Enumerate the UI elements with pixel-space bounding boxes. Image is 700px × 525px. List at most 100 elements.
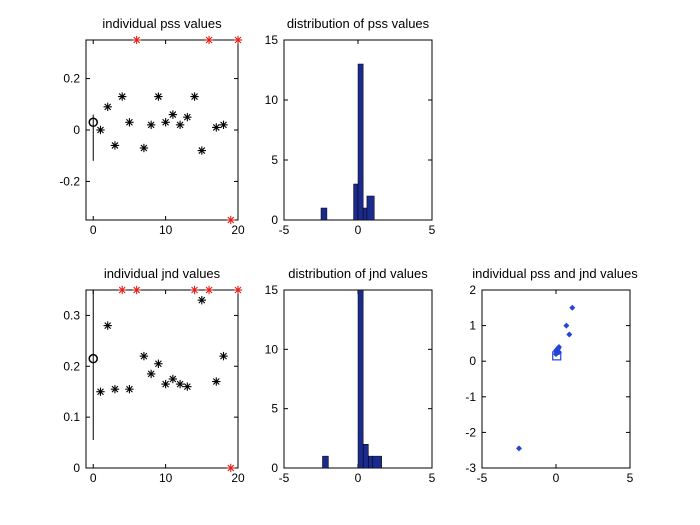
y-tick-label: 0 [469, 354, 476, 368]
panel-jnd-scatter: individual jnd values 0 10 20 0 0.1 0.2 0.3 [63, 266, 245, 485]
x-tick-label: 5 [627, 471, 634, 485]
histogram-bar [357, 63, 364, 221]
outlier-point [204, 285, 214, 295]
x-tick-label: -5 [477, 471, 488, 485]
y-tick-label: -2 [465, 425, 476, 439]
chart-title: individual jnd values [104, 266, 221, 281]
y-tick-label: 0.2 [63, 359, 80, 373]
data-point [219, 120, 228, 130]
y-tick-label: 1 [469, 319, 476, 333]
histogram-bar [372, 455, 382, 469]
data-point [117, 92, 127, 101]
outlier-point [132, 35, 141, 45]
data-point [175, 120, 185, 130]
outlier-point [233, 35, 243, 45]
data-point [110, 384, 120, 394]
data-point [110, 141, 120, 150]
histogram-bar [368, 455, 374, 469]
axes-frame [481, 289, 631, 469]
data-point [96, 387, 105, 396]
x-tick-label: 0 [90, 223, 97, 237]
data-point [190, 92, 199, 101]
x-tick-label: 10 [159, 471, 173, 485]
histogram-bar [322, 455, 329, 469]
y-tick-label: -1 [465, 390, 476, 404]
panel-pss-scatter: individual pss values 0 10 20 -0.2 0 0.2 [59, 16, 245, 237]
data-point [154, 92, 163, 101]
data-point [175, 379, 185, 389]
data-point [212, 377, 221, 386]
mean-marker [552, 351, 562, 361]
y-tick-label: 15 [265, 33, 279, 47]
y-tick-label: -0.2 [59, 174, 80, 188]
data-point [168, 374, 178, 384]
outlier-point [132, 285, 141, 295]
data-point [103, 102, 112, 112]
y-tick-label: 2 [469, 283, 476, 297]
data-point [197, 295, 207, 305]
x-tick-label: 0 [355, 471, 362, 485]
data-point [146, 120, 156, 130]
mean-marker [88, 353, 98, 364]
x-tick-label: 0 [355, 223, 362, 237]
y-tick-label: 0 [271, 213, 278, 227]
y-tick-label: 5 [271, 402, 278, 416]
x-tick-label: 20 [231, 223, 245, 237]
y-tick-label: 0 [73, 123, 80, 137]
panel-pss-jnd-scatter: individual pss and jnd values -5 0 5 -3 -2 -1… [465, 266, 638, 485]
data-point [154, 359, 163, 368]
mean-marker [88, 117, 98, 128]
data-point [183, 112, 192, 122]
y-tick-label: 0.1 [63, 410, 80, 424]
data-point [212, 123, 221, 132]
x-tick-label: -5 [279, 471, 290, 485]
outlier-point [190, 285, 199, 295]
data-point [146, 369, 156, 379]
outlier-point [226, 215, 235, 225]
outlier-point [226, 463, 235, 473]
data-point [96, 125, 105, 135]
histogram-bar [362, 444, 369, 469]
y-tick-label: -3 [465, 461, 476, 475]
chart-title: distribution of pss values [287, 16, 430, 31]
x-tick-label: 0 [553, 471, 560, 485]
axes-frame [85, 39, 239, 221]
x-tick-label: 0 [90, 471, 97, 485]
data-point [566, 331, 573, 338]
data-point [197, 146, 207, 155]
x-tick-label: 5 [429, 223, 436, 237]
y-tick-label: 15 [265, 283, 279, 297]
data-point [139, 351, 149, 361]
data-point [103, 321, 112, 330]
y-tick-label: 10 [265, 93, 279, 107]
x-tick-label: 5 [429, 471, 436, 485]
y-tick-label: 10 [265, 342, 279, 356]
data-point [125, 384, 134, 394]
data-point [219, 351, 228, 361]
data-point [569, 304, 576, 311]
data-point [161, 379, 170, 389]
x-tick-label: 10 [159, 223, 173, 237]
data-point [139, 143, 149, 153]
chart-title: distribution of jnd values [288, 266, 428, 281]
y-tick-label: 0 [271, 461, 278, 475]
outlier-point [233, 285, 243, 295]
data-point [161, 118, 170, 127]
outlier-point [117, 285, 127, 295]
x-tick-label: 20 [231, 471, 245, 485]
x-tick-label: -5 [279, 223, 290, 237]
y-tick-label: 0 [73, 461, 80, 475]
chart-title: individual pss values [102, 16, 222, 31]
data-point [563, 322, 570, 329]
data-point [516, 445, 522, 452]
y-tick-label: 0.3 [63, 308, 80, 322]
histogram-bar [362, 207, 368, 221]
data-point [125, 118, 134, 127]
histogram-bar [357, 289, 364, 469]
histogram-bar [366, 195, 375, 221]
histogram-bar [353, 183, 359, 221]
y-tick-label: 5 [271, 153, 278, 167]
